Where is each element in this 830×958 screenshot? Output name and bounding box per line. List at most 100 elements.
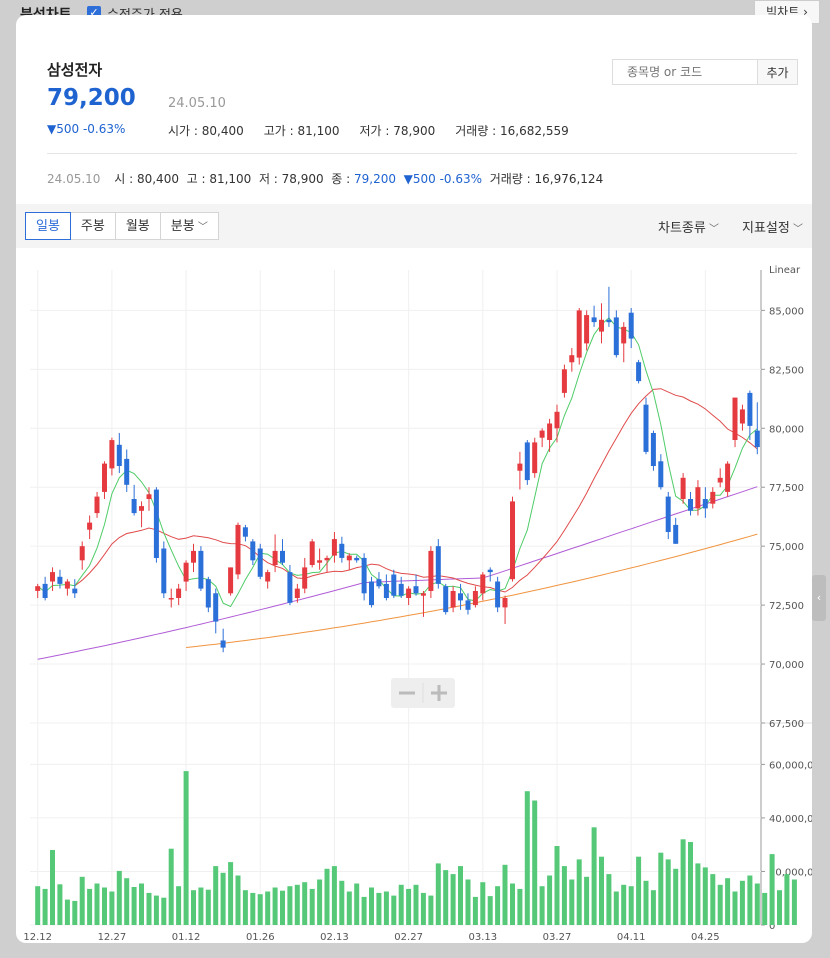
candle-body	[257, 548, 263, 577]
volume-bar	[702, 867, 708, 925]
indicator-settings-dropdown[interactable]: 지표설정 ﹀	[742, 217, 803, 236]
volume-bar	[354, 883, 360, 925]
volume-bar	[606, 874, 612, 925]
volume-bar	[450, 874, 456, 925]
x-tick-label: 04.25	[691, 932, 720, 943]
candle-body	[280, 550, 285, 563]
moving-average-ma120	[186, 533, 758, 648]
chart-type-label: 차트종류	[658, 221, 706, 236]
candle-body	[228, 567, 234, 594]
stock-search-input[interactable]	[612, 59, 758, 85]
volume-bar	[628, 886, 634, 925]
candle-body	[547, 423, 553, 440]
candle-body	[272, 550, 278, 565]
candle-body	[524, 442, 530, 481]
candle-body	[346, 555, 352, 561]
candle-body	[250, 541, 256, 561]
volume-bar	[102, 887, 107, 925]
open-price: 시가 : 80,400	[168, 124, 244, 138]
volume-bar	[413, 884, 419, 925]
candle-body	[739, 409, 745, 424]
tab-monthly[interactable]: 월봉	[114, 212, 161, 240]
volume-bar	[762, 892, 768, 925]
volume-bar	[235, 875, 241, 925]
volume-bar	[428, 895, 434, 925]
tab-weekly[interactable]: 주봉	[69, 212, 116, 240]
add-stock-button[interactable]: 추가	[757, 59, 798, 85]
candle-body	[168, 598, 174, 600]
daily-open: 시 : 80,400	[114, 172, 179, 186]
candle-body	[324, 557, 330, 561]
y-tick-label: 77,500	[769, 483, 804, 494]
candle-body	[599, 319, 604, 332]
candle-body	[406, 588, 412, 598]
volume-bar	[131, 887, 137, 925]
daily-low: 저 : 78,900	[258, 172, 324, 186]
tab-minute[interactable]: 분봉 ﹀	[159, 212, 219, 240]
volume-bar	[168, 848, 174, 925]
candlestick-chart[interactable]: 12.12 12.27 01.12 01.26 02.13 02.27 03.13 03.27…	[16, 248, 812, 943]
chart-toolbar: 일봉 주봉 월봉 분봉 ﹀ 차트종류 ﹀ 지표설정 ﹀	[16, 204, 812, 248]
candle-body	[591, 317, 597, 323]
candle-body	[561, 369, 567, 393]
candle-body	[191, 550, 196, 563]
side-panel-toggle[interactable]: ‹	[812, 575, 826, 621]
volume-bar	[554, 846, 560, 925]
candle-body	[710, 491, 716, 504]
high-price: 고가 : 81,100	[263, 124, 340, 138]
chart-area[interactable]: 12.12 12.27 01.12 01.26 02.13 02.27 03.13 03.27…	[16, 248, 812, 943]
volume-bar	[784, 874, 790, 925]
chart-type-dropdown[interactable]: 차트종류 ﹀	[658, 217, 719, 236]
candle-body	[695, 487, 701, 509]
volume-bar	[242, 890, 248, 925]
volume-bar	[309, 888, 315, 925]
candle-body	[161, 548, 167, 594]
candle-body	[458, 593, 463, 601]
candle-body	[680, 477, 686, 499]
volume-bar	[584, 876, 590, 925]
tab-daily[interactable]: 일봉	[25, 212, 71, 240]
volume-bar	[317, 879, 323, 925]
volume-bar	[658, 852, 664, 925]
volume-bar	[146, 892, 152, 925]
volume-bar	[643, 880, 649, 925]
volume-bar	[79, 876, 85, 925]
x-tick-label: 03.13	[468, 932, 497, 943]
candle-body	[302, 567, 308, 589]
candle-body	[124, 458, 130, 485]
chevron-down-icon: ﹀	[194, 222, 208, 233]
candle-body	[376, 579, 382, 587]
candle-body	[650, 433, 656, 466]
candle-body	[309, 541, 315, 565]
volume-bar	[747, 875, 753, 925]
volume-bar	[391, 895, 397, 925]
candle-body	[213, 593, 219, 622]
candle-body	[435, 546, 441, 584]
volume-bar	[339, 880, 345, 925]
volume-bar	[458, 866, 463, 925]
candle-body	[242, 527, 248, 537]
volume-bar	[688, 842, 693, 925]
volume-bar	[383, 891, 389, 925]
candle-body	[702, 499, 708, 509]
volume-tick-label: 40,000,000	[769, 814, 812, 825]
candle-body	[465, 600, 471, 610]
candle-body	[495, 581, 501, 608]
price-change: ▼500 -0.63%	[47, 122, 126, 136]
volume-tick-label: 0	[769, 921, 775, 932]
volume-bar	[576, 859, 582, 925]
tab-minute-label: 분봉	[170, 219, 195, 234]
candle-body	[606, 319, 612, 323]
candle-body	[554, 411, 560, 429]
x-tick-label: 02.27	[394, 932, 423, 943]
candle-body	[725, 463, 731, 492]
volume-bar	[569, 879, 575, 925]
scale-label: Linear	[769, 265, 801, 276]
volume-bar	[621, 884, 627, 925]
volume-bar	[94, 883, 100, 925]
candle-body	[717, 477, 723, 483]
volume-bar	[517, 888, 523, 925]
chevron-left-icon: ‹	[816, 591, 822, 604]
indicator-settings-label: 지표설정	[742, 221, 790, 236]
y-tick-label: 82,500	[769, 365, 804, 376]
